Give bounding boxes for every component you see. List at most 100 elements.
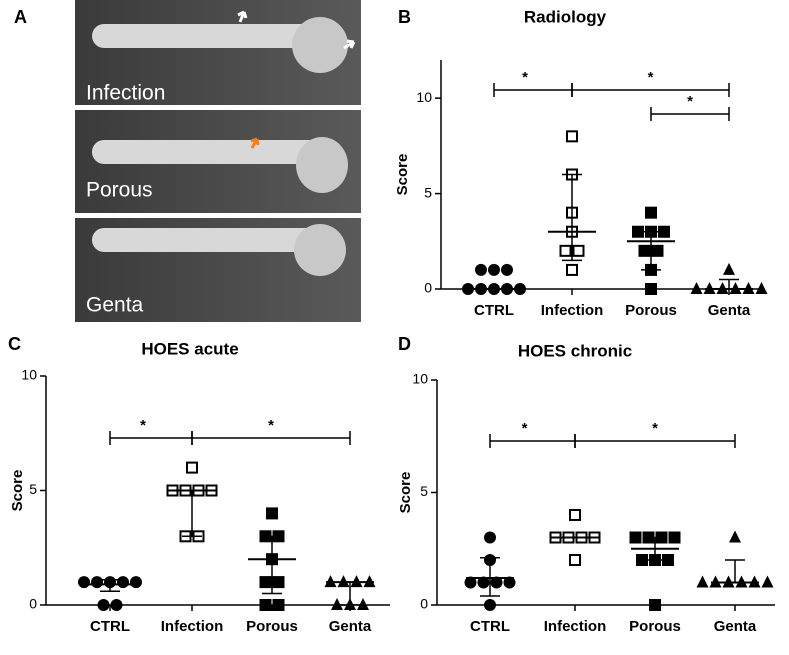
significance-label: * xyxy=(687,93,693,110)
data-point xyxy=(97,599,110,611)
data-point xyxy=(658,225,670,238)
data-point xyxy=(645,206,657,219)
bone xyxy=(296,137,348,193)
data-point xyxy=(651,244,664,257)
data-point xyxy=(723,262,735,275)
data-point xyxy=(488,263,500,276)
bone xyxy=(92,228,322,252)
data-point xyxy=(729,530,741,543)
significance-label: * xyxy=(268,417,274,434)
data-point xyxy=(696,575,709,588)
data-point xyxy=(636,554,648,566)
data-point xyxy=(572,244,585,257)
x-tick-label: Genta xyxy=(708,302,751,319)
x-tick-label: Porous xyxy=(625,302,677,319)
data-point xyxy=(357,598,369,610)
data-point xyxy=(668,531,681,544)
y-axis-label: Score xyxy=(397,472,414,514)
data-point xyxy=(484,599,496,611)
data-point xyxy=(632,225,644,238)
data-point xyxy=(477,576,490,589)
x-tick-label: Porous xyxy=(629,618,681,635)
data-point xyxy=(761,575,774,588)
arrow xyxy=(250,137,260,149)
significance-bracket xyxy=(109,431,193,445)
data-point xyxy=(501,263,513,276)
data-point xyxy=(690,282,703,294)
significance-label: * xyxy=(140,417,146,434)
data-point xyxy=(755,282,768,294)
arrow xyxy=(237,10,248,23)
data-point xyxy=(503,576,516,589)
x-tick-label: Infection xyxy=(544,618,607,635)
significance-bracket xyxy=(191,431,351,445)
arrow xyxy=(343,39,356,50)
data-point xyxy=(569,554,581,566)
y-axis-label: Score xyxy=(9,470,26,512)
x-tick-label: Genta xyxy=(714,618,757,635)
image-label: Infection xyxy=(86,82,165,105)
chart-title: HOES acute xyxy=(141,339,238,358)
significance-label: * xyxy=(522,69,528,86)
y-tick-label: 10 xyxy=(412,371,428,387)
data-point xyxy=(272,576,285,589)
data-point xyxy=(259,576,272,589)
data-point xyxy=(475,263,487,276)
xray-images: Infection Porous Genta xyxy=(75,0,361,322)
panel-label: A xyxy=(14,7,27,27)
data-point xyxy=(514,283,526,295)
data-point xyxy=(110,599,123,611)
significance-bracket xyxy=(571,83,730,97)
data-point xyxy=(490,576,503,589)
data-point xyxy=(559,244,572,257)
x-tick-label: CTRL xyxy=(90,618,130,635)
significance-bracket xyxy=(650,107,730,121)
data-point xyxy=(91,576,103,589)
bone xyxy=(92,24,322,48)
significance-bracket xyxy=(574,434,736,448)
image-label: Genta xyxy=(86,294,144,317)
data-point xyxy=(566,263,578,276)
significance-label: * xyxy=(652,420,658,437)
data-point xyxy=(331,598,343,610)
y-tick-label: 0 xyxy=(420,596,428,612)
data-point xyxy=(130,576,142,589)
data-point xyxy=(569,509,581,521)
y-tick-label: 0 xyxy=(424,280,432,296)
data-point xyxy=(259,599,272,611)
bone xyxy=(92,140,322,164)
data-point xyxy=(566,130,578,143)
chart-title: Radiology xyxy=(524,7,607,26)
data-point xyxy=(266,507,278,520)
y-tick-label: 10 xyxy=(416,89,432,105)
x-tick-label: Porous xyxy=(246,618,298,635)
bone xyxy=(294,224,346,276)
y-tick-label: 0 xyxy=(29,596,37,612)
data-point xyxy=(78,576,90,589)
x-tick-label: CTRL xyxy=(474,302,514,319)
x-tick-label: CTRL xyxy=(470,618,510,635)
panel-label: D xyxy=(398,334,411,354)
data-point xyxy=(645,283,657,295)
data-point xyxy=(662,554,674,566)
y-tick-label: 5 xyxy=(420,483,428,499)
x-tick-label: Genta xyxy=(329,618,372,635)
significance-bracket xyxy=(493,83,573,97)
data-point xyxy=(649,599,661,611)
chart-title: HOES chronic xyxy=(518,341,632,360)
data-point xyxy=(464,576,477,589)
x-tick-label: Infection xyxy=(161,618,224,635)
data-point xyxy=(484,531,496,544)
x-tick-label: Infection xyxy=(541,302,604,319)
significance-label: * xyxy=(522,420,528,437)
data-point xyxy=(629,531,642,544)
data-point xyxy=(638,244,651,257)
y-axis-label: Score xyxy=(394,154,411,196)
significance-label: * xyxy=(648,69,654,86)
y-tick-label: 10 xyxy=(21,367,37,383)
image-label: Porous xyxy=(86,179,153,202)
significance-bracket xyxy=(489,434,576,448)
data-point xyxy=(117,576,129,589)
data-point xyxy=(462,283,474,295)
